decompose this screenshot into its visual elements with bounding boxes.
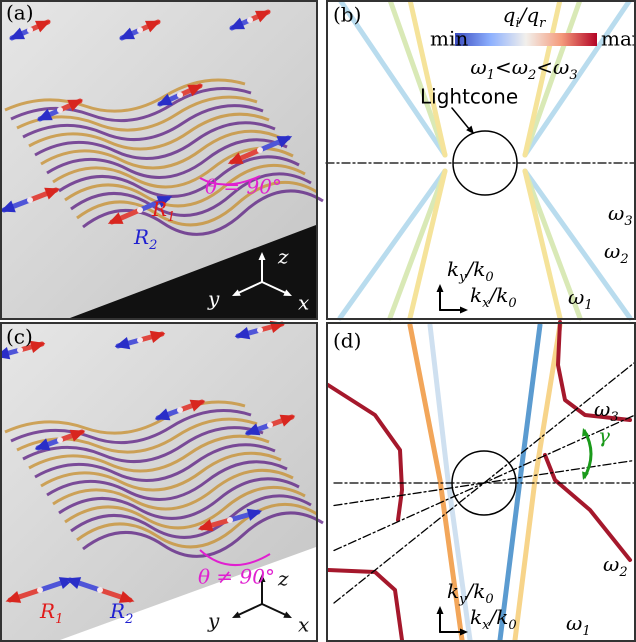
lightcone-label: Lightcone xyxy=(420,85,518,109)
omega-label-part: ω xyxy=(604,239,620,263)
omega-label-sub: 2 xyxy=(618,565,627,580)
arrow-center xyxy=(267,422,273,428)
arrow-center xyxy=(227,517,233,523)
axis-label: kx/k0 xyxy=(470,283,517,312)
omega-label-sub: 1 xyxy=(584,298,592,313)
arrow-center xyxy=(177,92,183,98)
omega-label-sub: 2 xyxy=(619,252,628,267)
panel-label: (c) xyxy=(6,325,33,349)
colorbar-title-sub: r xyxy=(539,16,546,31)
panel-label: (d) xyxy=(333,329,361,353)
arrow-center xyxy=(37,587,43,593)
frequency-order-sub: 3 xyxy=(569,68,577,83)
omega-label: ω1 xyxy=(568,285,593,314)
omega-label-sub: 3 xyxy=(610,410,618,425)
axis-label-sub: 0 xyxy=(508,296,516,311)
omega-label-part: ω xyxy=(603,552,619,576)
omega-label-part: ω xyxy=(594,397,610,421)
omega-label: ω1 xyxy=(566,611,591,640)
omega-label-part: ω xyxy=(568,285,584,309)
frequency-order-part: <ω xyxy=(495,55,528,79)
pointer xyxy=(452,108,470,130)
omega-label: ω3 xyxy=(608,201,633,230)
arrow-center xyxy=(27,197,33,203)
angle-label: θ = 90° xyxy=(205,175,282,199)
page: {"panel_a":{"label":"(a)","r1":["R","1"]… xyxy=(0,0,636,642)
frequency-order-part: <ω xyxy=(536,55,569,79)
axis-label: y xyxy=(207,287,220,311)
arrow-center xyxy=(137,207,143,213)
angle-label: θ ≠ 90° xyxy=(198,565,275,589)
vector-label-part: R xyxy=(133,225,149,249)
colorbar-title-part: /q xyxy=(518,3,540,27)
axis-label-part: /k xyxy=(487,605,508,629)
arrow-center xyxy=(97,587,103,593)
omega-label: ω3 xyxy=(594,397,619,426)
frequency-order: ω1<ω2<ω3 xyxy=(470,55,577,84)
colorbar-max: max xyxy=(601,27,636,51)
hyperbola xyxy=(328,385,402,520)
frequency-order-sub: 1 xyxy=(487,68,495,83)
vector-label-part: R xyxy=(109,599,125,623)
vector-label-sub: 1 xyxy=(55,612,63,627)
axis-label-part: k xyxy=(470,605,482,629)
arrow-center xyxy=(257,147,263,153)
axis-label: ky/k0 xyxy=(447,579,494,608)
colorbar-min: min xyxy=(430,27,468,51)
arrow-center xyxy=(257,327,263,333)
arrow-center xyxy=(137,337,143,343)
arrow-center xyxy=(57,437,63,443)
panel-label: (b) xyxy=(333,3,361,27)
axis-label: x xyxy=(298,291,309,315)
axis-label: ky/k0 xyxy=(447,257,494,286)
axis-label-part: /k xyxy=(464,579,485,603)
colorbar xyxy=(455,33,597,46)
arrow-head xyxy=(460,307,468,314)
axis-label: kx/k0 xyxy=(470,605,517,634)
vector-label-sub: 2 xyxy=(124,612,133,627)
colorbar-title: qi/qr xyxy=(503,3,547,32)
vector-label-part: R xyxy=(39,599,55,623)
axis-label-part: k xyxy=(447,257,459,281)
angle-label: γ xyxy=(598,424,610,448)
arrow-center xyxy=(247,17,253,23)
vector-label-sub: 1 xyxy=(167,210,175,225)
arrow-center xyxy=(137,27,143,33)
figure: zxy(a)R1R2θ = 90°zxy(c)R1R2θ ≠ 90°(b)qi/… xyxy=(0,0,636,642)
axis-label: z xyxy=(277,245,289,269)
axis-label: x xyxy=(298,613,309,637)
frequency-order-part: ω xyxy=(470,55,486,79)
axis-label-part: /k xyxy=(487,283,508,307)
omega-label: ω2 xyxy=(603,552,628,581)
arrow-center xyxy=(57,107,63,113)
arrow-head xyxy=(437,606,444,614)
axis-label-sub: 0 xyxy=(508,618,516,633)
axis-label-part: k xyxy=(470,283,482,307)
axis-label: y xyxy=(207,609,220,633)
axis-label: z xyxy=(277,567,289,591)
hyperbola xyxy=(328,570,402,640)
colorbar-title-part: q xyxy=(503,3,516,27)
frequency-order-sub: 2 xyxy=(527,68,536,83)
arrow-head xyxy=(437,284,444,292)
vector-label-part: R xyxy=(151,197,167,221)
omega-label-part: ω xyxy=(566,611,582,635)
vector-label-sub: 2 xyxy=(148,238,157,253)
axis-label-part: k xyxy=(447,579,459,603)
omega-label-sub: 3 xyxy=(624,214,632,229)
omega-label: ω2 xyxy=(604,239,629,268)
panel-label: (a) xyxy=(6,1,34,25)
omega-label-part: ω xyxy=(608,201,624,225)
arrow-center xyxy=(177,407,183,413)
arrow-center xyxy=(27,27,33,33)
axis-label-part: /k xyxy=(464,257,485,281)
omega-label-sub: 1 xyxy=(582,624,590,639)
